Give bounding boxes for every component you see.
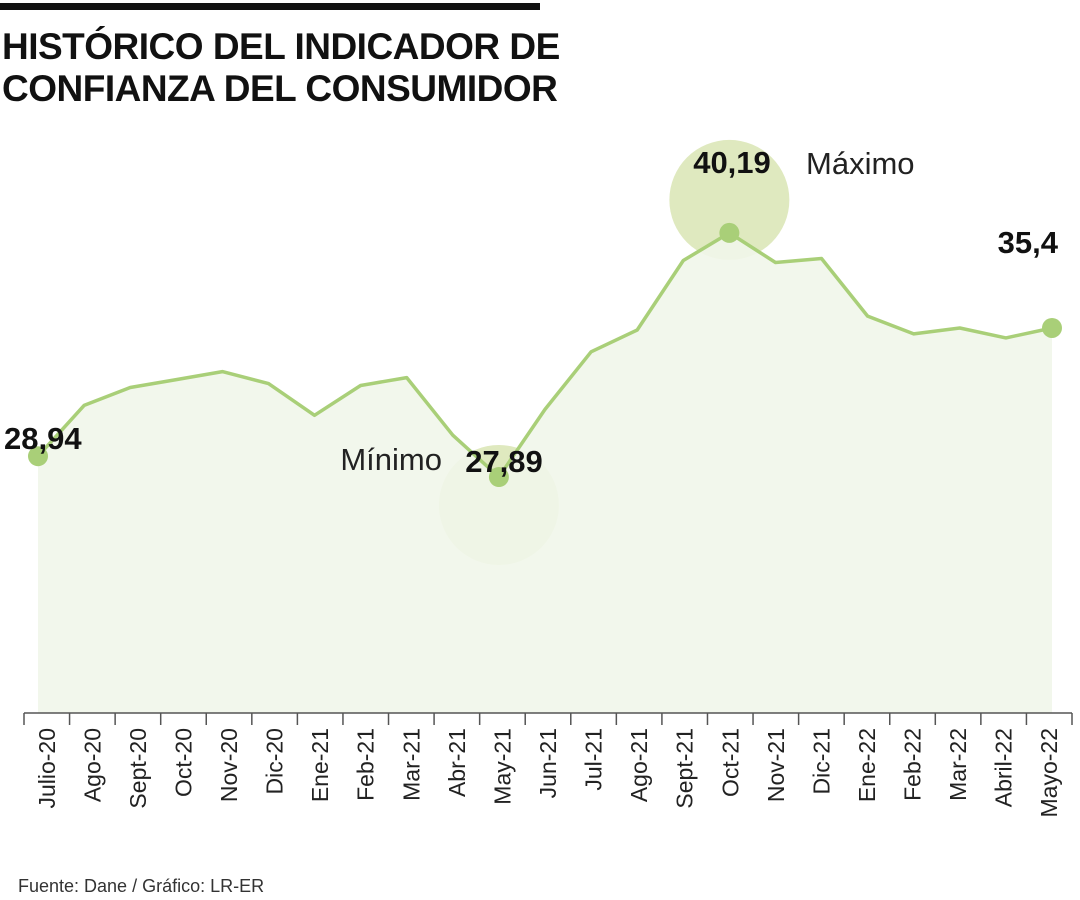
annotation-mnimo: Mínimo [340,442,442,477]
x-tick-label: Abr-21 [444,728,470,797]
series-line [36,231,1053,479]
data-label-15: 40,19 [693,145,771,180]
chart-title-line-2: CONFIANZA DEL CONSUMIDOR [2,68,558,109]
x-tick-label: Oct-20 [170,728,196,797]
x-tick-label: Mar-22 [945,728,971,801]
x-tick-label: Feb-21 [353,728,379,801]
area-fill [38,232,1052,713]
data-label-10: 27,89 [465,444,543,479]
x-tick-label: Oct-21 [717,728,743,797]
top-rule [0,3,540,10]
x-tick-label: Mar-21 [398,728,424,801]
x-tick-label: Sept-21 [672,728,698,809]
chart-title: HISTÓRICO DEL INDICADOR DE CONFIANZA DEL… [2,26,560,110]
chart-title-line-1: HISTÓRICO DEL INDICADOR DE [2,26,560,67]
x-tick-label: Nov-21 [763,728,789,802]
x-tick-label: May-21 [489,728,515,805]
x-tick-label: Ene-22 [854,728,880,802]
x-tick-label: Ago-20 [79,728,105,802]
x-tick-label: Dic-20 [262,728,288,794]
x-tick-label: Nov-20 [216,728,242,802]
data-point-15 [719,222,740,243]
x-tick-label: Ago-21 [626,728,652,802]
x-tick-label: Mayo-22 [1036,728,1062,817]
x-tick-label: Ene-21 [307,728,333,802]
data-point-22 [1042,317,1062,338]
x-tick-label: Jul-21 [581,728,607,791]
annotation-mximo: Máximo [806,146,915,181]
x-tick-label: Jun-21 [535,728,561,798]
x-tick-label: Julio-20 [34,728,60,809]
data-label-0: 28,94 [4,421,82,456]
highlight-circle-15 [669,139,790,260]
data-point-10 [488,467,509,488]
data-label-22: 35,4 [998,225,1059,260]
source-note: Fuente: Dane / Gráfico: LR-ER [18,876,265,896]
x-tick-label: Feb-22 [900,728,926,801]
x-tick-label: Sept-20 [125,728,151,809]
data-point-0 [28,446,48,467]
x-tick-label: Dic-21 [808,728,834,794]
x-tick-label: Abril-22 [991,728,1017,807]
